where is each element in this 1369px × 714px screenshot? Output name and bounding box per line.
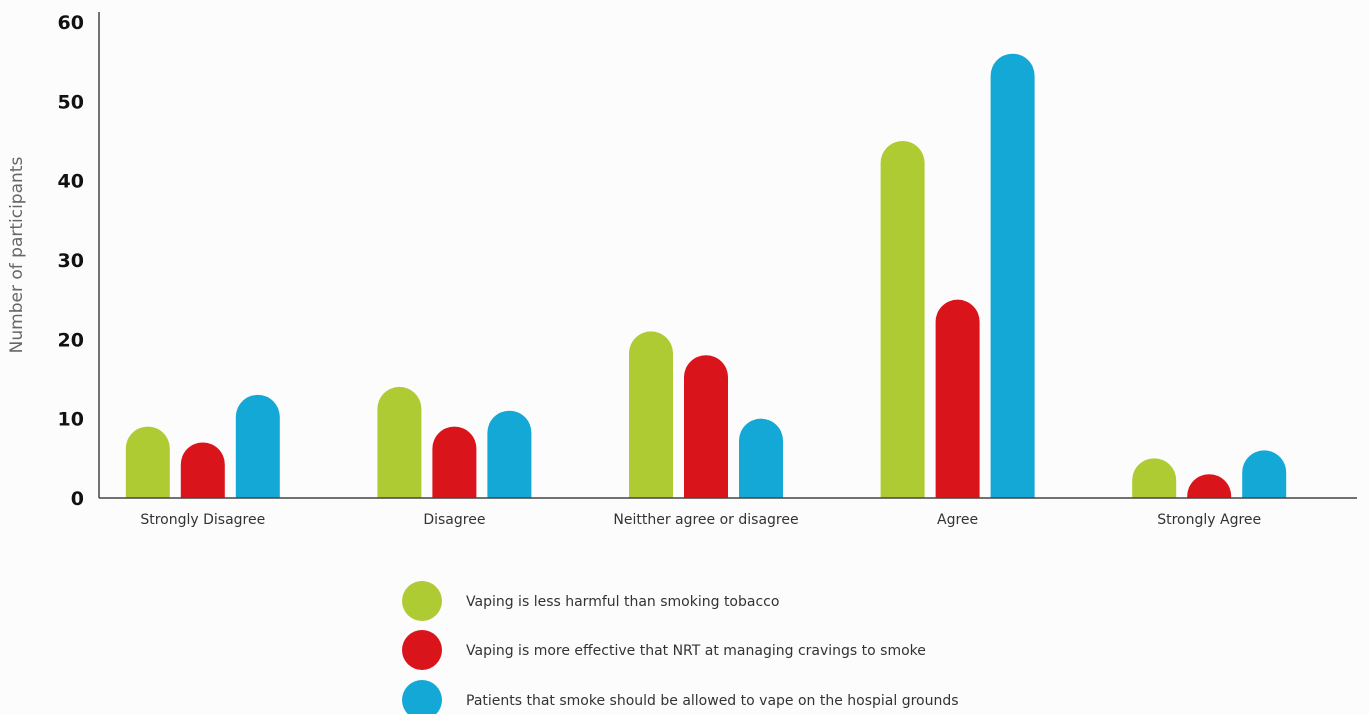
y-tick-label: 10 <box>58 409 84 431</box>
y-tick-label: 40 <box>58 171 84 193</box>
x-tick-label: Disagree <box>423 512 485 528</box>
x-tick-label: Agree <box>937 512 978 528</box>
bar <box>629 331 673 498</box>
bar <box>125 426 170 498</box>
y-axis-title: Number of participants <box>7 157 27 354</box>
x-tick-label: Neitther agree or disagree <box>613 512 798 528</box>
bars <box>125 53 1287 498</box>
bar <box>880 141 925 498</box>
bar <box>739 418 783 498</box>
legend-item: Patients that smoke should be allowed to… <box>402 680 959 714</box>
bar <box>235 394 280 498</box>
legend-swatch <box>402 680 442 714</box>
legend-swatch <box>402 581 442 621</box>
bar <box>1242 450 1287 498</box>
legend-item: Vaping is more effective that NRT at man… <box>402 630 926 670</box>
legend-swatch <box>402 630 442 670</box>
bar-group <box>1132 450 1287 498</box>
bar-group <box>880 53 1035 498</box>
x-tick-label: Strongly Disagree <box>140 512 265 528</box>
x-axis-tick-labels: Strongly Disagree Disagree Neitther agree … <box>140 512 1261 528</box>
y-tick-label: 50 <box>58 91 84 113</box>
legend-item: Vaping is less harmful than smoking toba… <box>402 581 779 621</box>
legend: Vaping is less harmful than smoking toba… <box>402 581 959 714</box>
bar <box>935 299 980 498</box>
bar <box>377 386 422 498</box>
legend-label: Vaping is less harmful than smoking toba… <box>466 594 779 610</box>
x-tick-label: Strongly Agree <box>1157 512 1261 528</box>
y-tick-label: 30 <box>58 250 84 272</box>
y-axis-tick-labels: 0 10 20 30 40 50 60 <box>58 12 84 510</box>
bar-group <box>629 331 783 498</box>
bar <box>432 426 477 498</box>
bar-group <box>377 386 532 498</box>
y-tick-label: 60 <box>58 12 84 34</box>
bar <box>487 410 532 498</box>
legend-label: Patients that smoke should be allowed to… <box>466 693 959 709</box>
legend-label: Vaping is more effective that NRT at man… <box>466 643 926 659</box>
bar <box>180 442 225 498</box>
bar <box>1187 474 1232 498</box>
bar <box>990 53 1035 498</box>
y-tick-label: 0 <box>71 488 84 510</box>
bar-group <box>125 394 280 498</box>
bar <box>684 355 728 498</box>
y-tick-label: 20 <box>58 329 84 351</box>
bar <box>1132 458 1177 498</box>
